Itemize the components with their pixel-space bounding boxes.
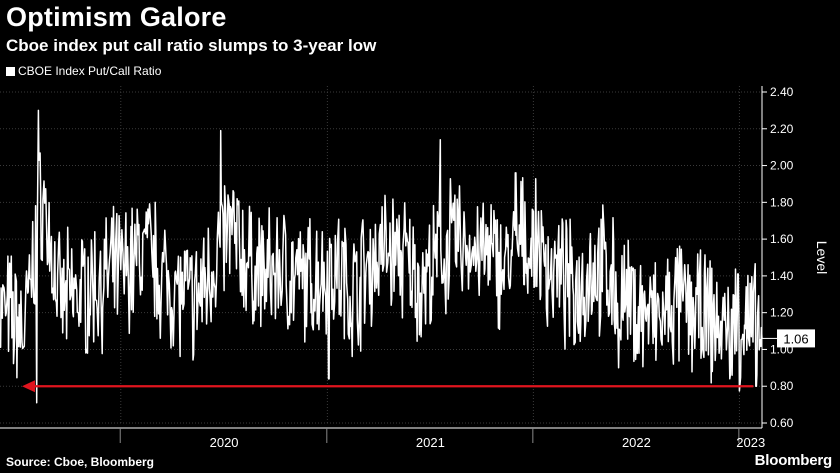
y-tick-label: 2.00 bbox=[770, 159, 794, 173]
y-tick-label: 0.80 bbox=[770, 379, 794, 393]
legend: CBOE Index Put/Call Ratio bbox=[6, 64, 161, 78]
y-tick-label: 2.40 bbox=[770, 85, 794, 99]
series-line-group bbox=[0, 109, 763, 404]
y-tick-label: 0.60 bbox=[770, 416, 794, 430]
y-axis-label: Level bbox=[814, 241, 830, 274]
y-tick-label: 1.60 bbox=[770, 232, 794, 246]
x-tick-label: 2023 bbox=[736, 435, 765, 450]
last-value-box bbox=[777, 329, 815, 348]
series-line bbox=[0, 109, 763, 404]
bloomberg-logo: Bloomberg bbox=[754, 452, 833, 469]
annotation-arrow-head bbox=[22, 380, 36, 393]
x-tick-label: 2021 bbox=[416, 435, 445, 450]
chart-subtitle: Cboe index put call ratio slumps to 3-ye… bbox=[6, 36, 377, 55]
last-value-label: 1.06 bbox=[783, 331, 808, 346]
source-note: Source: Cboe, Bloomberg bbox=[6, 455, 155, 469]
chart-title: Optimism Galore bbox=[6, 2, 227, 32]
y-tick-label: 1.40 bbox=[770, 269, 794, 283]
x-axis: 2020 2021 2022 2023 bbox=[0, 427, 765, 450]
y-axis: 0.600.801.001.201.401.601.802.002.202.40… bbox=[761, 85, 830, 430]
annotation-group bbox=[22, 380, 754, 393]
legend-swatch bbox=[6, 66, 15, 76]
legend-label: CBOE Index Put/Call Ratio bbox=[18, 64, 162, 78]
y-tick-label: 2.20 bbox=[770, 122, 794, 136]
x-tick-label: 2022 bbox=[622, 435, 651, 450]
y-tick-label: 1.80 bbox=[770, 195, 794, 209]
x-tick-label: 2020 bbox=[210, 435, 239, 450]
y-tick-label: 1.20 bbox=[770, 306, 794, 320]
